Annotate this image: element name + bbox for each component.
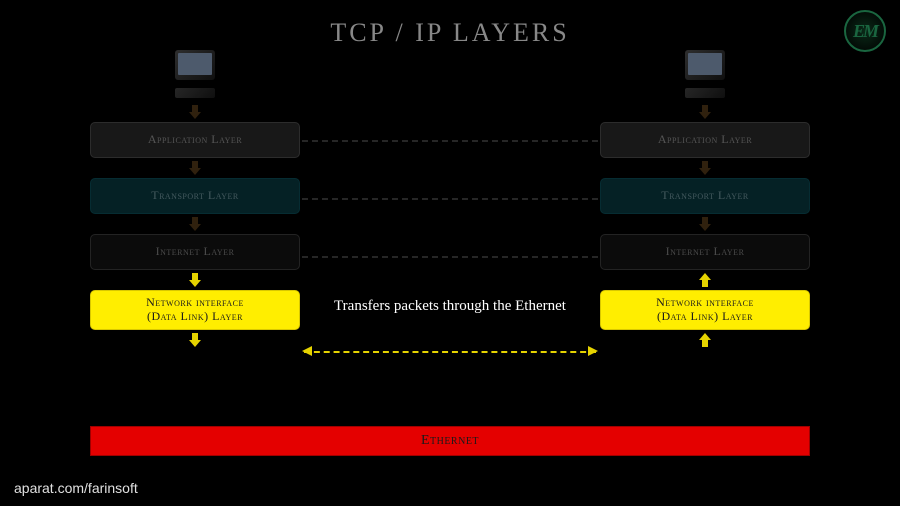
layer-internet-left: Internet Layer xyxy=(90,234,300,270)
arrow-up-icon xyxy=(699,273,711,287)
page-title: TCP / IP LAYERS xyxy=(0,0,900,48)
layer-application-right: Application Layer xyxy=(600,122,810,158)
arrow-right-icon xyxy=(588,346,598,356)
left-stack: Application Layer Transport Layer Intern… xyxy=(90,50,300,350)
layer-application-left: Application Layer xyxy=(90,122,300,158)
netif-line2: (Data Link) Layer xyxy=(657,309,753,323)
arrow-down-icon xyxy=(699,217,711,231)
dashed-link-internet xyxy=(302,256,598,258)
netif-line2: (Data Link) Layer xyxy=(147,309,243,323)
right-stack: Application Layer Transport Layer Intern… xyxy=(600,50,810,350)
arrow-down-icon xyxy=(189,105,201,119)
logo-text: EM xyxy=(853,21,877,42)
diagram-area: Application Layer Transport Layer Intern… xyxy=(0,50,900,470)
computer-icon xyxy=(169,50,221,98)
layer-network-interface-right: Network interface (Data Link) Layer xyxy=(600,290,810,330)
arrow-down-icon xyxy=(699,105,711,119)
arrow-up-icon xyxy=(699,333,711,347)
caption-text: Transfers packets through the Ethernet xyxy=(310,298,590,315)
arrow-down-icon xyxy=(189,161,201,175)
arrow-down-icon xyxy=(189,333,201,347)
arrow-left-icon xyxy=(302,346,312,356)
arrow-down-icon xyxy=(189,217,201,231)
layer-internet-right: Internet Layer xyxy=(600,234,810,270)
watermark-text: aparat.com/farinsoft xyxy=(14,480,138,496)
layer-transport-right: Transport Layer xyxy=(600,178,810,214)
computer-icon xyxy=(679,50,731,98)
layer-network-interface-left: Network interface (Data Link) Layer xyxy=(90,290,300,330)
netif-line1: Network interface xyxy=(146,295,244,309)
dashed-link-application xyxy=(302,140,598,142)
arrow-down-icon xyxy=(189,273,201,287)
arrow-down-icon xyxy=(699,161,711,175)
ethernet-bar: Ethernet xyxy=(90,426,810,456)
layer-transport-left: Transport Layer xyxy=(90,178,300,214)
dashed-link-transport xyxy=(302,198,598,200)
netif-line1: Network interface xyxy=(656,295,754,309)
brand-logo: EM xyxy=(844,10,886,52)
